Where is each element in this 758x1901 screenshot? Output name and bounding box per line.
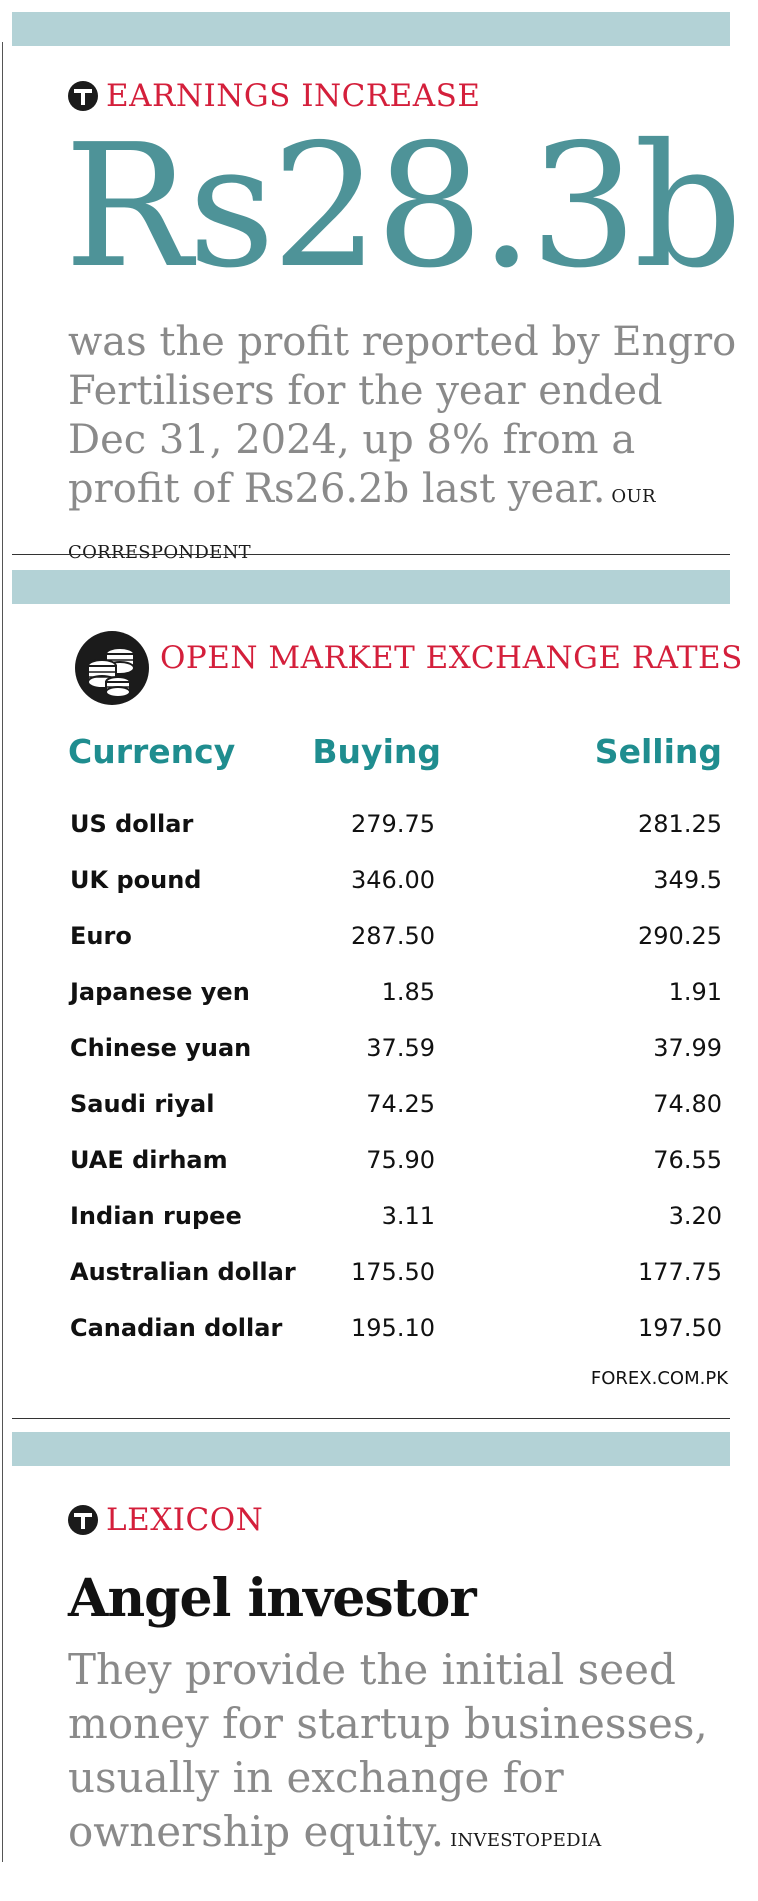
buying-rate: 74.25 [366, 1090, 435, 1118]
selling-rate: 197.50 [638, 1314, 722, 1342]
rates-row: Japanese yen 1.85 1.91 [0, 978, 758, 1034]
selling-rate: 349.5 [653, 866, 722, 894]
rates-row: Chinese yuan 37.59 37.99 [0, 1034, 758, 1090]
lexicon-kicker-label: LEXICON [106, 1502, 264, 1538]
selling-rate: 177.75 [638, 1258, 722, 1286]
currency-name: Chinese yuan [70, 1034, 252, 1062]
rates-row: Australian dollar 175.50 177.75 [0, 1258, 758, 1314]
rates-header-selling: Selling [594, 732, 722, 771]
rates-row: Saudi riyal 74.25 74.80 [0, 1090, 758, 1146]
rates-row: UK pound 346.00 349.5 [0, 866, 758, 922]
currency-name: Saudi riyal [70, 1090, 215, 1118]
rates-source: FOREX.COM.PK [590, 1368, 728, 1389]
buying-rate: 346.00 [351, 866, 435, 894]
earnings-figure: Rs28.3b [64, 108, 743, 306]
selling-rate: 281.25 [638, 810, 722, 838]
lexicon-definition: They provide the initial seed money for … [68, 1643, 758, 1868]
buying-rate: 75.90 [366, 1146, 435, 1174]
rates-row: US dollar 279.75 281.25 [0, 810, 758, 866]
lexicon-definition-text: They provide the initial seed money for … [68, 1645, 708, 1856]
buying-rate: 175.50 [351, 1258, 435, 1286]
earnings-description: was the profit reported by Engro Fertili… [68, 318, 748, 577]
earnings-credit: OUR CORRESPONDENT [68, 486, 656, 563]
section-divider-2 [12, 1418, 730, 1419]
currency-name: Canadian dollar [70, 1314, 283, 1342]
lexicon-kicker: LEXICON [68, 1502, 263, 1538]
buying-rate: 287.50 [351, 922, 435, 950]
section-band-lexicon [12, 1432, 730, 1466]
tribune-t-logo-icon [68, 1505, 98, 1535]
currency-name: Euro [70, 922, 132, 950]
selling-rate: 3.20 [668, 1202, 722, 1230]
coin-stack-icon [75, 631, 149, 705]
rates-header-buying: Buying [312, 732, 441, 771]
buying-rate: 37.59 [366, 1034, 435, 1062]
buying-rate: 3.11 [381, 1202, 435, 1230]
currency-name: Japanese yen [70, 978, 250, 1006]
section-divider-1 [12, 554, 730, 555]
earnings-description-text: was the profit reported by Engro Fertili… [68, 319, 737, 512]
rates-header-currency: Currency [68, 732, 236, 771]
selling-rate: 74.80 [653, 1090, 722, 1118]
section-band-earnings [12, 12, 730, 46]
section-band-rates [12, 570, 730, 604]
selling-rate: 76.55 [653, 1146, 722, 1174]
left-column-rule [2, 42, 3, 1862]
buying-rate: 195.10 [351, 1314, 435, 1342]
rates-row: Canadian dollar 195.10 197.50 [0, 1314, 758, 1370]
buying-rate: 279.75 [351, 810, 435, 838]
currency-name: US dollar [70, 810, 194, 838]
earnings-kicker-label: EARNINGS INCREASE [106, 78, 481, 114]
currency-name: Indian rupee [70, 1202, 242, 1230]
lexicon-credit: INVESTOPEDIA [450, 1830, 602, 1851]
lexicon-term: Angel investor [68, 1568, 477, 1629]
rates-row: UAE dirham 75.90 76.55 [0, 1146, 758, 1202]
selling-rate: 37.99 [653, 1034, 722, 1062]
rates-title: OPEN MARKET EXCHANGE RATES [160, 640, 743, 676]
tribune-t-logo-icon [68, 81, 98, 111]
buying-rate: 1.85 [381, 978, 435, 1006]
currency-name: UAE dirham [70, 1146, 228, 1174]
rates-row: Indian rupee 3.11 3.20 [0, 1202, 758, 1258]
currency-name: UK pound [70, 866, 202, 894]
selling-rate: 290.25 [638, 922, 722, 950]
selling-rate: 1.91 [668, 978, 722, 1006]
currency-name: Australian dollar [70, 1258, 296, 1286]
earnings-kicker: EARNINGS INCREASE [68, 78, 481, 114]
rates-row: Euro 287.50 290.25 [0, 922, 758, 978]
